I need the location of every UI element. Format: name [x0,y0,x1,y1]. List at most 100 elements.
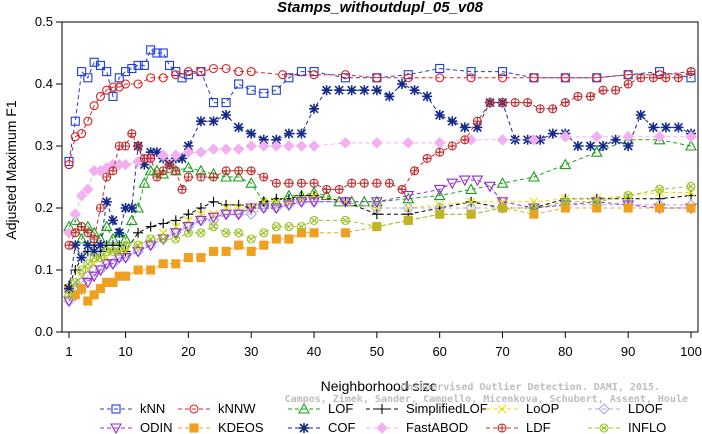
series-layer [63,45,697,308]
legend-marker-odin [110,423,122,434]
data-point-lof [69,214,82,225]
data-point-knn [259,88,269,98]
data-point-inflo [284,222,294,232]
data-point-ldf [89,234,99,244]
data-point-knnw [234,67,244,77]
data-point-fastabod [182,146,195,158]
data-point-inflo [95,253,105,263]
data-point-simplifiedlof [195,203,206,213]
data-point-inflo [108,246,118,256]
data-point-lof [125,214,138,225]
data-point-knnw [529,73,539,83]
data-point-lof [433,189,446,201]
x-tick-label: 1 [65,344,72,359]
data-point-kdeos [560,203,570,213]
data-point-kdeos [89,290,99,300]
data-point-cof [120,203,131,213]
data-point-inflo [466,209,476,219]
data-point-cof [208,116,219,127]
data-point-kdeos [108,277,118,287]
data-point-ldf [598,85,608,95]
data-point-cof [384,91,395,102]
data-point-odin [81,277,94,289]
data-point-kdeos [271,234,281,244]
data-point-odin [107,259,119,270]
legend-label-odin: ODIN [140,420,173,434]
legend-marker-ldf [497,423,507,433]
data-point-knnw [560,73,570,83]
legend-label-knnw: kNNW [218,401,256,416]
data-point-odin [339,197,352,208]
data-point-fastabod [685,130,697,143]
data-point-cof [95,240,106,251]
data-point-knnw [623,70,633,80]
legend: kNN kNNW LOF SimplifiedLOF LoOP LDOF ODIN KDEOS… [100,401,666,434]
legend-entry-knn: kNN [100,401,165,416]
data-point-ldf [296,178,307,188]
series-kdeos [64,203,696,306]
data-point-ldf [523,98,533,108]
y-axis-label: Adjusted Maximum F1 [3,100,19,239]
data-point-inflo [246,234,256,244]
data-point-knn [340,73,350,83]
data-point-ldf [102,172,112,182]
data-point-fastabod [257,140,270,152]
data-point-cof [572,141,583,151]
data-point-odin [88,271,101,283]
data-point-loop [466,197,476,207]
data-point-ldf [510,98,520,108]
data-point-ldf [70,228,80,238]
data-point-inflo [221,228,231,238]
data-point-ldf [334,184,344,194]
data-point-inflo [133,240,143,250]
data-point-kdeos [183,253,193,263]
data-point-odin [100,259,113,270]
data-point-lof [685,139,697,151]
data-point-knn [221,98,231,108]
data-point-cof [64,283,74,294]
data-point-knn [208,98,219,108]
legend-entry-cof: COF [288,420,356,434]
y-tick-label: 0.4 [35,76,53,91]
axis-ticks: 0.0 0.1 0.2 0.3 0.4 0.5 1 10 20 30 40 50 60 70 80 90 100 [35,14,702,359]
data-point-fastabod [402,137,415,149]
data-point-lof [100,220,113,232]
data-point-fastabod [339,137,352,149]
data-point-cof [296,128,307,139]
data-point-cof [107,215,118,226]
data-point-knnw [146,73,156,83]
data-point-kdeos [133,265,143,275]
data-point-odin [257,203,270,215]
series-inflo [64,181,696,300]
data-point-ldf [497,98,508,108]
data-point-ldf [422,153,432,163]
data-point-ldf [611,85,621,95]
data-point-kdeos [234,240,244,250]
data-point-odin [119,253,132,264]
data-point-cof [673,122,684,133]
data-point-knn [158,48,168,58]
data-point-knn [139,60,149,70]
data-point-cof [598,141,609,151]
data-point-kdeos [171,259,181,269]
data-point-ldf [384,178,394,188]
data-point-knn [271,85,281,95]
data-point-knnw [158,73,168,83]
data-point-odin [458,175,471,187]
data-point-fastabod [157,149,170,162]
data-point-knnw [497,73,508,83]
data-point-cof [648,122,659,133]
data-point-knnw [208,63,219,74]
data-point-cof [359,85,370,96]
data-point-simplifiedlof [158,218,169,229]
data-point-odin [282,200,295,212]
data-point-ldf [472,116,482,126]
data-point-inflo [435,209,445,219]
data-point-simplifiedlof [145,221,156,232]
data-point-ldf [460,135,470,145]
legend-entry-simplifiedlof: SimplifiedLOF [366,401,488,416]
y-tick-label: 0.2 [35,200,53,215]
data-point-odin [169,228,182,239]
data-point-fastabod [308,140,320,152]
